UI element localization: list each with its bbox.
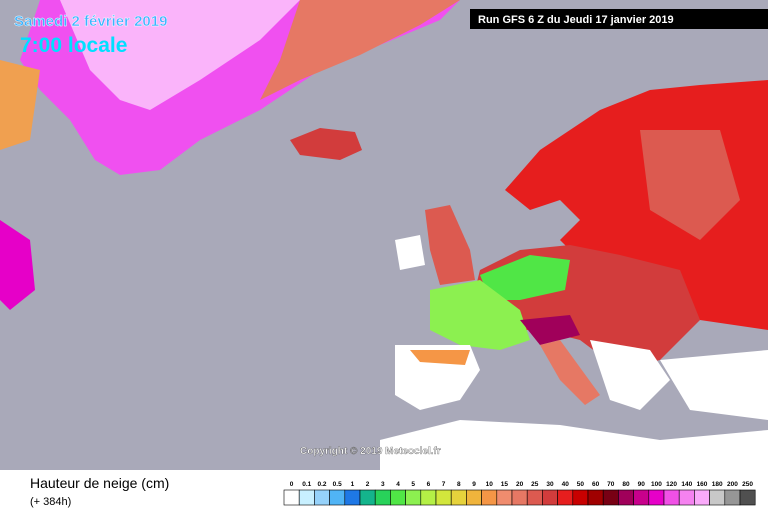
scale-box [314,489,330,506]
scale-box [739,489,756,506]
scale-label: 4 [396,481,400,488]
scale-label: 100 [651,481,662,488]
scale-label: 8 [457,481,461,488]
greenland-core [60,0,300,110]
scale-label: 6 [427,481,431,488]
scale-box [390,489,406,506]
scale-label: 0 [290,481,294,488]
scale-box [359,489,376,506]
scale-label: 70 [607,481,615,488]
russia-west [640,130,740,240]
north-africa [380,420,768,470]
greenland-coast [260,0,460,100]
scale-box [511,489,528,506]
scale-box [405,489,422,506]
iceland [290,128,362,160]
scale-label: 250 [742,481,753,488]
scale-label: 20 [516,481,524,488]
scale-label: 200 [727,481,738,488]
scale-box [329,489,346,506]
scale-label: 0.5 [333,481,342,488]
scale-box [374,489,391,506]
scale-label: 160 [697,481,708,488]
legend-subtitle: (+ 384h) [30,496,71,508]
scale-label: 3 [381,481,385,488]
scale-box [420,489,437,506]
scale-box [618,489,634,506]
scale-box [344,489,361,506]
scale-box [709,489,726,506]
scale-box [481,489,498,506]
scale-label: 0.1 [302,481,311,488]
forecast-date: Samedi 2 février 2019 [14,13,167,30]
scale-box [557,489,574,506]
pyrenees [410,350,470,365]
scale-box [298,489,315,506]
forecast-time: 7:00 locale [20,34,127,57]
scale-box [572,489,589,506]
scale-label: 15 [501,481,509,488]
scale-label: 9 [472,481,476,488]
scale-label: 7 [442,481,446,488]
scale-box [466,489,482,506]
great-britain [425,205,475,285]
run-info: Run GFS 6 Z du Jeudi 17 janvier 2019 [478,14,674,26]
labrador [0,220,35,310]
scale-box [678,489,695,506]
canada-north [0,60,40,150]
scale-label: 1 [351,481,355,488]
scale-label: 140 [681,481,692,488]
scale-label: 180 [712,481,723,488]
scale-box [663,489,680,506]
scale-label: 60 [592,481,600,488]
scale-box [542,489,558,506]
color-scale: 0 0.1 0.2 0.5 1 2 3 4 5 6 7 8 9 10 15 20 25 30 40 50 60 70 80 9… [283,481,756,506]
scale-label: 90 [638,481,646,488]
balkans [590,340,670,410]
scale-label: 80 [622,481,630,488]
scale-label: 2 [366,481,370,488]
scale-box [450,489,467,506]
scale-label: 0.2 [317,481,326,488]
scale-label: 25 [531,481,539,488]
turkey [660,350,768,420]
scale-box [602,489,619,506]
scale-box [648,489,665,506]
scale-box [587,489,604,506]
scale-label: 120 [666,481,677,488]
ireland [395,235,425,270]
italy [540,340,600,405]
germany [480,255,570,300]
scale-box [633,489,650,506]
scale-box [435,489,452,506]
scale-label: 50 [577,481,585,488]
scale-box [496,489,513,506]
legend-title: Hauteur de neige (cm) [30,475,169,491]
scale-box [526,489,543,506]
scale-label: 10 [486,481,494,488]
scale-box [724,489,741,506]
scale-label: 30 [546,481,554,488]
scale-box [694,489,710,506]
scale-box [283,489,300,506]
alps [520,315,580,345]
run-banner [470,9,768,29]
france [430,280,530,350]
scale-label: 5 [411,481,415,488]
scale-label: 40 [562,481,570,488]
copyright: Copyright © 2019 Meteociel.fr [300,446,441,457]
